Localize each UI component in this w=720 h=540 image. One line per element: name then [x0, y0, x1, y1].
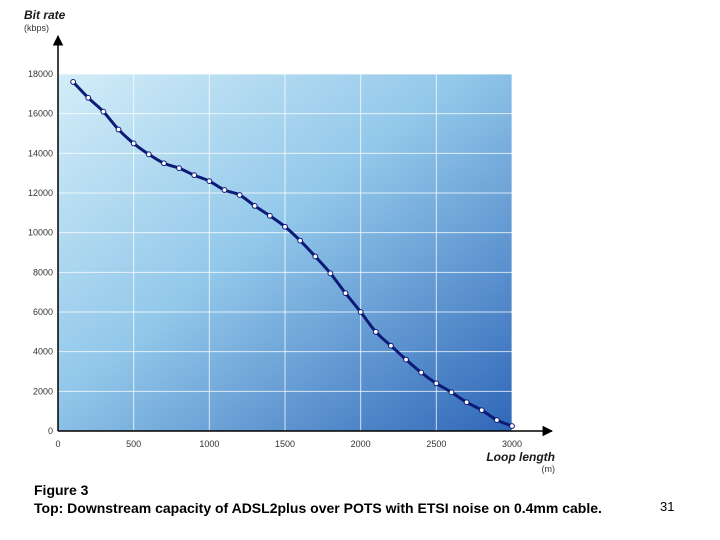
x-axis-unit: (m): [542, 464, 556, 474]
data-point: [357, 309, 364, 315]
data-point: [221, 187, 228, 193]
data-point: [191, 172, 198, 179]
data-point: [403, 356, 409, 363]
figure-caption: Top: Downstream capacity of ADSL2plus ov…: [34, 500, 602, 516]
x-tick-label: 500: [126, 439, 141, 449]
data-point: [433, 380, 440, 387]
data-point: [161, 160, 167, 167]
data-point: [312, 253, 319, 260]
x-tick-label: 2000: [351, 439, 371, 449]
y-tick-label: 0: [48, 426, 53, 436]
y-tick-label: 10000: [28, 228, 53, 238]
data-point: [251, 202, 258, 209]
y-tick-label: 2000: [33, 386, 53, 396]
x-tick-label: 0: [55, 439, 60, 449]
data-point: [115, 126, 122, 133]
y-tick-labels: 0 2000 4000 6000 8000 10000 12000 14000 16000 180…: [28, 69, 53, 436]
data-points: [70, 79, 515, 429]
y-tick-label: 8000: [33, 267, 53, 277]
x-tick-labels: 0 500 1000 1500 2000 2500 3000: [55, 439, 522, 449]
y-tick-label: 6000: [33, 307, 53, 317]
data-point: [130, 140, 137, 147]
data-point: [266, 212, 273, 219]
data-point: [327, 270, 334, 277]
y-tick-label: 16000: [28, 109, 53, 119]
data-point: [463, 399, 470, 406]
y-tick-label: 4000: [33, 347, 53, 357]
grid: [58, 73, 513, 432]
data-point: [388, 342, 394, 349]
data-point: [70, 79, 77, 85]
chart: 0200040006000800010000120001400016000180…: [24, 8, 556, 474]
data-point: [297, 237, 304, 244]
data-point: [478, 407, 485, 414]
data-point: [236, 192, 243, 198]
y-axis-unit: (kbps): [24, 23, 49, 33]
y-axis-title: Bit rate: [24, 8, 66, 22]
data-point: [85, 94, 92, 101]
data-point: [282, 223, 288, 230]
data-point: [206, 178, 213, 185]
y-tick-label: 12000: [28, 188, 53, 198]
y-tick-label: 18000: [28, 69, 53, 79]
y-tick-label: 14000: [28, 148, 53, 158]
data-point: [176, 165, 182, 172]
data-point: [448, 389, 455, 396]
page-number: 31: [660, 499, 675, 514]
data-point: [509, 423, 515, 429]
data-point: [418, 369, 425, 376]
data-point: [342, 290, 349, 297]
x-tick-label: 1500: [275, 439, 295, 449]
x-tick-label: 3000: [502, 439, 522, 449]
x-tick-label: 1000: [199, 439, 219, 449]
data-point: [100, 108, 107, 115]
figure-label: Figure 3: [34, 482, 89, 498]
data-point: [145, 151, 152, 158]
data-point: [372, 328, 379, 335]
x-axis-title: Loop length: [486, 450, 555, 464]
data-point: [493, 417, 500, 423]
x-tick-label: 2500: [426, 439, 446, 449]
